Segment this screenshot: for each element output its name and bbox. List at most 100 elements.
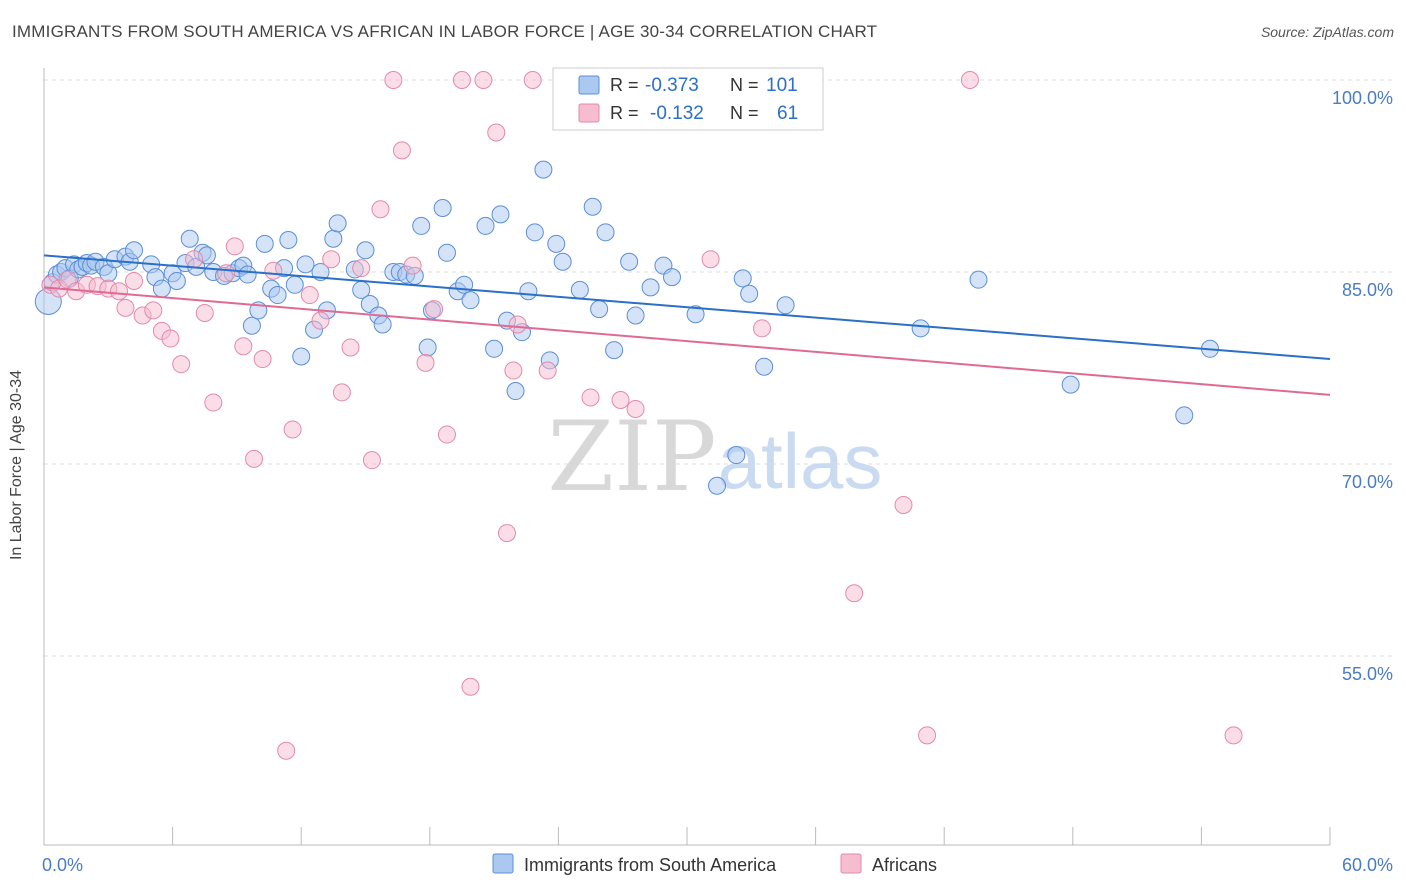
point (620, 252, 639, 271)
point (242, 316, 261, 335)
point (352, 259, 371, 278)
point (125, 241, 144, 260)
series-legend-label-blue: Immigrants from South America (524, 855, 777, 875)
point (485, 339, 504, 358)
point (755, 357, 774, 376)
point (110, 282, 129, 301)
point (311, 311, 330, 330)
point (461, 291, 480, 310)
point (116, 298, 135, 317)
legend-swatch-pink (578, 103, 600, 123)
point (583, 197, 602, 216)
point (727, 446, 746, 465)
point (519, 282, 538, 301)
point (547, 234, 566, 253)
point (740, 284, 759, 303)
point (452, 71, 471, 89)
series-legend-label-pink: Africans (872, 855, 937, 875)
y-tick-label-85: 85.0% (1342, 280, 1393, 300)
point (217, 264, 236, 283)
point (332, 383, 351, 402)
point (662, 268, 681, 287)
point (753, 319, 772, 338)
legend-n-label-pink: N = (730, 103, 759, 123)
point (384, 71, 403, 89)
legend-r-value-blue: -0.373 (645, 75, 699, 96)
point (341, 338, 360, 357)
point (596, 223, 615, 242)
point (144, 301, 163, 320)
point (960, 71, 979, 89)
point (733, 269, 752, 288)
point (474, 71, 493, 89)
point (279, 231, 298, 249)
point (497, 524, 516, 543)
point (686, 305, 705, 324)
chart-title: IMMIGRANTS FROM SOUTH AMERICA VS AFRICAN… (12, 22, 878, 41)
point (461, 677, 480, 696)
point (285, 275, 304, 294)
point (433, 199, 452, 217)
trend-lines (43, 254, 1331, 396)
point (911, 319, 930, 338)
axes (43, 68, 1331, 846)
point (538, 361, 557, 380)
legend-n-value-pink: 61 (777, 103, 798, 124)
point (455, 275, 474, 294)
point (437, 243, 456, 262)
point (418, 338, 437, 357)
grid-lines (44, 79, 1392, 657)
point (701, 250, 720, 269)
point (437, 425, 456, 444)
point (1175, 406, 1194, 425)
point (328, 214, 347, 233)
point (253, 350, 272, 369)
point (167, 271, 186, 290)
point (277, 741, 296, 760)
point (1061, 375, 1080, 394)
legend-n-value-blue: 101 (766, 75, 798, 96)
x-tick-label-0: 0.0% (42, 855, 83, 875)
point (296, 255, 315, 274)
watermark: ZIP atlas (547, 401, 882, 513)
watermark-zip: ZIP (547, 401, 716, 513)
point (255, 234, 274, 253)
point (180, 229, 199, 248)
point (641, 278, 660, 297)
point (322, 250, 341, 269)
point (845, 584, 864, 603)
point (185, 250, 204, 269)
series-legend-swatch-blue (492, 853, 514, 874)
trend-line-1 (43, 286, 1331, 396)
source-label: Source: ZipAtlas.com (1260, 24, 1394, 40)
point (506, 382, 525, 401)
legend-swatch-blue (578, 75, 600, 95)
point (590, 300, 609, 319)
point (776, 296, 795, 315)
point (245, 449, 264, 468)
point (264, 261, 283, 280)
point (611, 391, 630, 409)
point (425, 300, 444, 319)
point (172, 355, 191, 374)
point (918, 726, 937, 745)
point (605, 341, 624, 360)
point (362, 451, 381, 470)
point (311, 263, 330, 281)
point (523, 71, 542, 89)
point (626, 306, 645, 325)
point (969, 270, 988, 289)
point (195, 303, 214, 322)
point (300, 286, 319, 305)
point (894, 495, 913, 514)
watermark-atlas: atlas (718, 417, 883, 505)
tick-labels: 100.0% 85.0% 70.0% 55.0% 0.0% 60.0% (42, 88, 1393, 875)
point (392, 141, 411, 160)
series-legend: Immigrants from South America Africans (492, 853, 937, 875)
point (234, 337, 253, 356)
trend-line-0 (43, 254, 1331, 361)
point (268, 286, 287, 305)
point (161, 329, 180, 348)
series-legend-swatch-pink (840, 853, 862, 874)
point (553, 252, 572, 271)
